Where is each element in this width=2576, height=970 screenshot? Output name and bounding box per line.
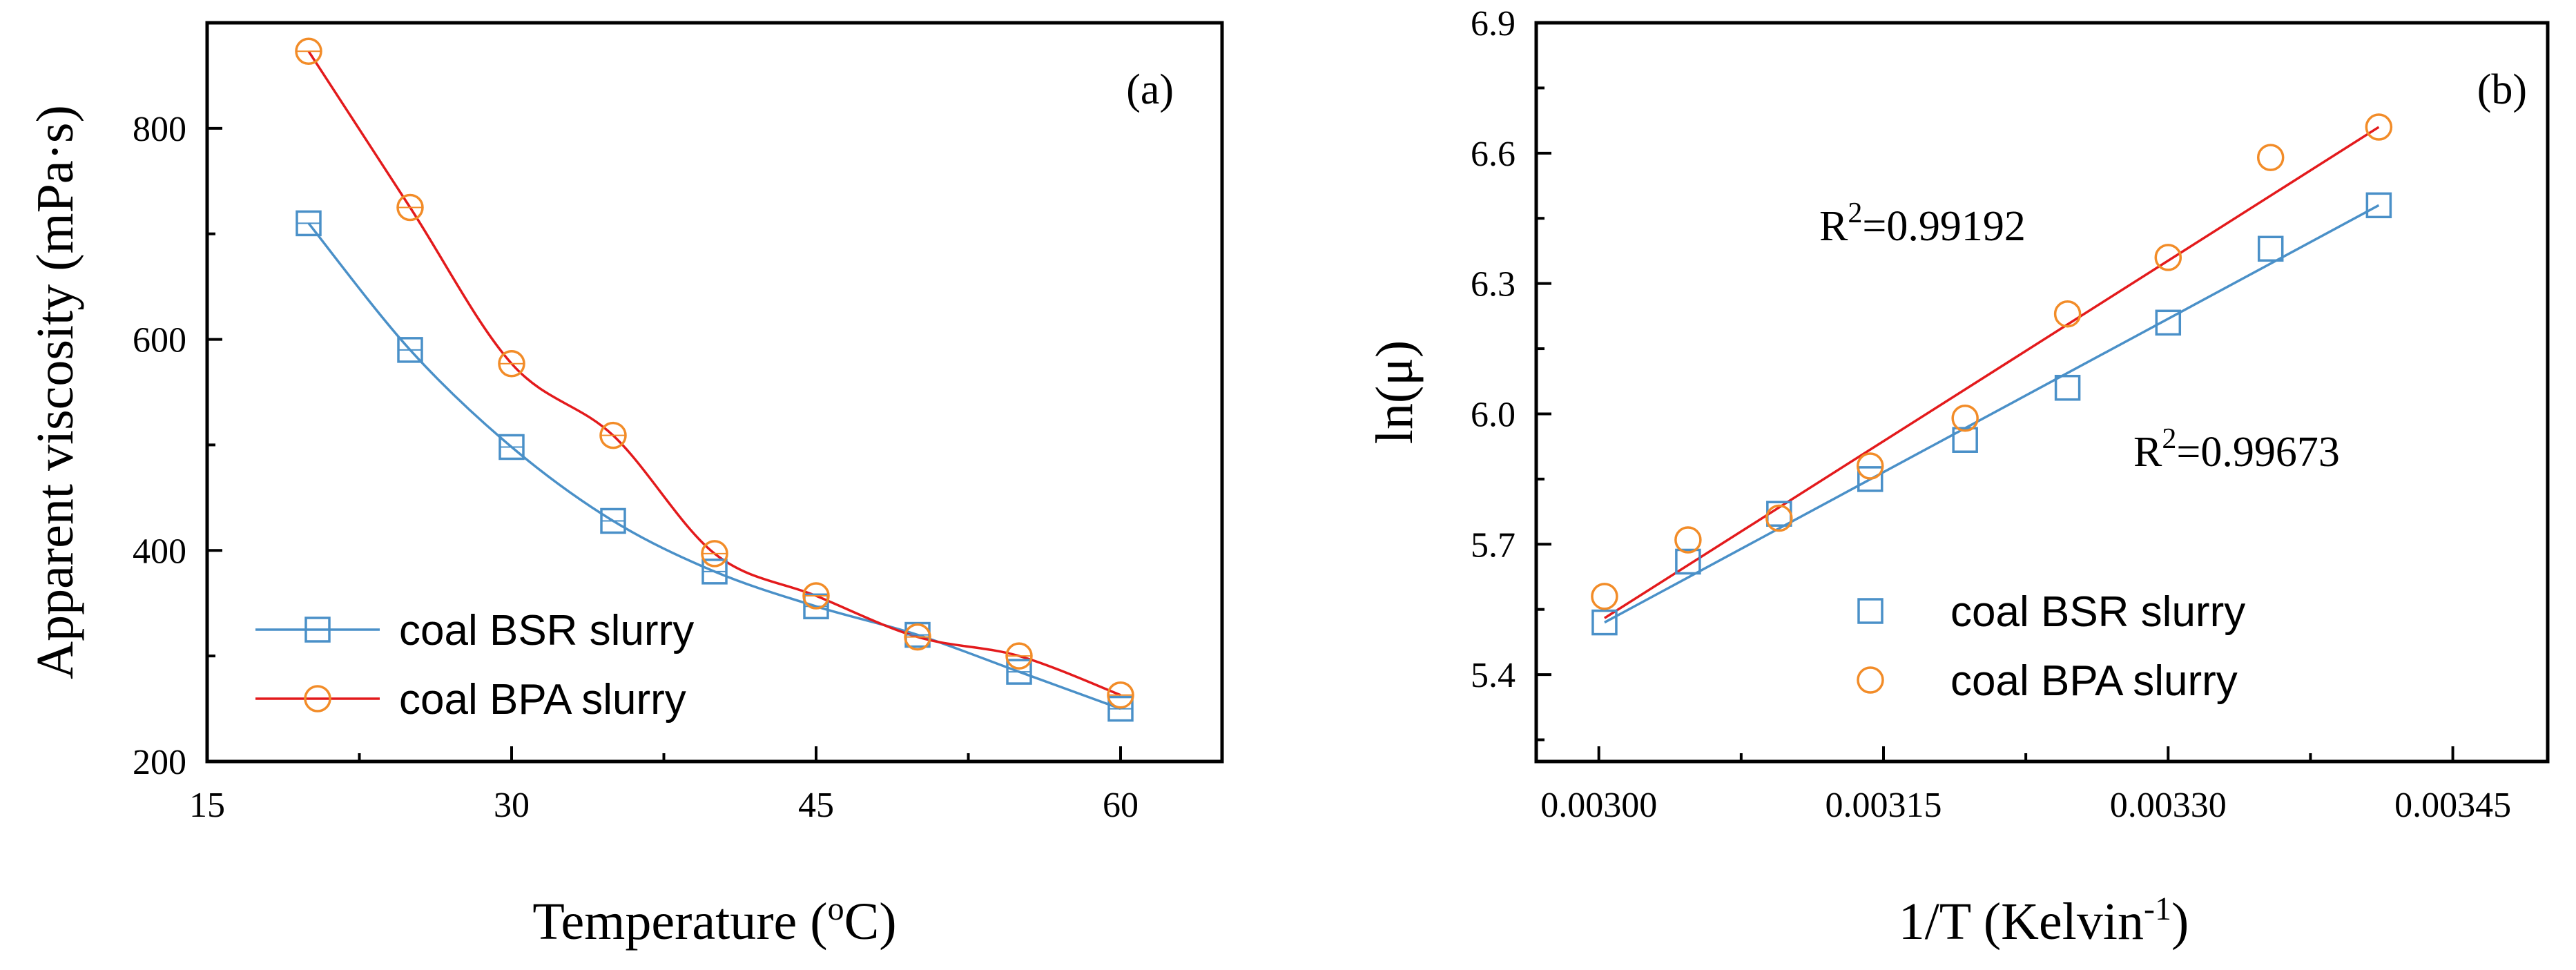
r2-bsr-value: =0.99673 bbox=[2176, 429, 2339, 476]
data-point-a-0 bbox=[1006, 659, 1032, 685]
panel-a-curves bbox=[307, 50, 1121, 710]
panel-a-ylabel: Apparent viscosity (mPa·s) bbox=[26, 105, 84, 679]
x-tick-label-a: 15 bbox=[189, 786, 225, 825]
data-point-a-1 bbox=[802, 582, 830, 610]
panel-b-fit-lines bbox=[1604, 126, 2380, 624]
panel-a-markers bbox=[295, 37, 1134, 722]
data-point-a-1 bbox=[498, 349, 525, 378]
data-point-b-1 bbox=[1765, 504, 1793, 532]
r2-bpa-value: =0.99192 bbox=[1862, 203, 2025, 250]
data-point-b-1 bbox=[2053, 300, 2082, 328]
y-tick-label-a: 400 bbox=[133, 532, 186, 571]
panel-b-xlabel: 1/T (Kelvin-1) bbox=[1899, 891, 2189, 951]
panel-a-ticks: 15 30 45 60 200 400 600 800 bbox=[133, 110, 1139, 825]
panel-a: 15 30 45 60 200 400 600 800 (a) Apparent viscos… bbox=[26, 21, 1224, 951]
data-point-b-1 bbox=[1591, 583, 1618, 610]
data-point-b-1 bbox=[2256, 144, 2285, 171]
legend-b-bpa-label: coal BPA slurry bbox=[1950, 657, 2238, 705]
y-tick-label-b: 6.6 bbox=[1471, 135, 1515, 174]
data-point-b-1 bbox=[1951, 405, 1979, 432]
panel-b-ticks: 0.00300 0.00315 0.00330 0.00345 5.4 5.7 6.0 6.3… bbox=[1471, 4, 2511, 825]
x-tick-label-b: 0.00315 bbox=[1825, 786, 1941, 825]
panel-a-label: (a) bbox=[1126, 66, 1174, 113]
y-tick-label-b: 5.7 bbox=[1471, 525, 1515, 565]
panel-b-xlabel-tail: ) bbox=[2171, 893, 2189, 951]
panel-a-xlabel-main: Temperature ( bbox=[532, 893, 827, 951]
panel-a-xlabel-sup: o bbox=[828, 891, 844, 927]
data-point-a-1 bbox=[599, 421, 627, 449]
fit-line-b-0 bbox=[1604, 204, 2380, 624]
data-point-b-0 bbox=[2155, 309, 2182, 336]
data-point-b-0 bbox=[1857, 466, 1883, 492]
data-point-b-0 bbox=[2365, 192, 2392, 219]
data-point-a-1 bbox=[701, 540, 728, 568]
legend-b-bsr-marker bbox=[1857, 598, 1883, 624]
y-tick-label-b: 6.3 bbox=[1471, 265, 1515, 304]
x-tick-label-b: 0.00330 bbox=[2110, 786, 2227, 825]
legend-a-bpa-label: coal BPA slurry bbox=[399, 676, 686, 724]
x-tick-label-b: 0.00345 bbox=[2394, 786, 2511, 825]
data-point-a-1 bbox=[1005, 642, 1033, 670]
data-point-b-0 bbox=[2257, 235, 2284, 262]
panel-b-legend: coal BSR slurry coal BPA slurry bbox=[1857, 588, 2245, 705]
panel-b-xlabel-main: 1/T (Kelvin bbox=[1899, 893, 2144, 951]
data-point-a-1 bbox=[295, 37, 322, 66]
x-tick-label-b: 0.00300 bbox=[1540, 786, 1657, 825]
r2-bsr-annotation: R2=0.99673 bbox=[2133, 423, 2340, 476]
r2-bpa-annotation: R2=0.99192 bbox=[1819, 197, 2026, 250]
y-tick-label-a: 800 bbox=[133, 110, 186, 149]
panel-b: 0.00300 0.00315 0.00330 0.00345 5.4 5.7 6.0 6.3… bbox=[1366, 4, 2550, 951]
legend-b-bpa-marker bbox=[1857, 666, 1884, 694]
r2-bpa-sup: 2 bbox=[1848, 197, 1862, 229]
y-tick-label-a: 200 bbox=[133, 743, 186, 782]
data-point-b-1 bbox=[2154, 244, 2182, 271]
data-point-b-1 bbox=[1674, 526, 1702, 554]
legend-a-bpa-marker bbox=[304, 685, 331, 712]
data-point-b-0 bbox=[2054, 374, 2081, 401]
r2-bsr-sup: 2 bbox=[2162, 423, 2176, 455]
legend-a-bsr-marker bbox=[304, 617, 331, 643]
y-tick-label-b: 5.4 bbox=[1471, 656, 1515, 695]
x-tick-label-a: 45 bbox=[798, 786, 834, 825]
data-point-b-0 bbox=[1591, 609, 1618, 636]
y-tick-label-a: 600 bbox=[133, 321, 186, 360]
legend-a-bsr-label: coal BSR slurry bbox=[399, 607, 694, 654]
data-point-a-0 bbox=[498, 434, 525, 460]
y-tick-label-b: 6.0 bbox=[1471, 395, 1515, 434]
x-tick-label-a: 30 bbox=[494, 786, 530, 825]
r2-bpa-prefix: R bbox=[1819, 203, 1848, 250]
data-point-a-0 bbox=[397, 337, 423, 363]
data-point-a-1 bbox=[1107, 681, 1134, 709]
legend-b-bsr-label: coal BSR slurry bbox=[1950, 588, 2245, 636]
x-tick-label-a: 60 bbox=[1103, 786, 1139, 825]
y-tick-label-b: 6.9 bbox=[1471, 4, 1515, 43]
data-point-a-0 bbox=[296, 210, 322, 237]
panel-b-frame bbox=[1534, 21, 2550, 764]
data-point-a-0 bbox=[701, 559, 728, 585]
data-point-b-0 bbox=[1952, 427, 1978, 453]
panel-b-markers bbox=[1591, 113, 2393, 636]
panel-b-label: (b) bbox=[2477, 66, 2527, 113]
data-point-b-0 bbox=[1675, 548, 1701, 575]
data-point-a-0 bbox=[600, 507, 626, 534]
data-point-a-0 bbox=[1107, 695, 1134, 722]
data-point-a-0 bbox=[803, 593, 829, 620]
series-line-a-1 bbox=[307, 50, 1121, 697]
panel-a-frame bbox=[205, 21, 1224, 764]
data-point-a-1 bbox=[396, 193, 424, 222]
panel-a-xlabel: Temperature (oC) bbox=[532, 891, 896, 951]
panel-a-xlabel-tail: C) bbox=[844, 893, 897, 951]
data-point-b-1 bbox=[2365, 113, 2393, 141]
series-line-a-0 bbox=[307, 222, 1121, 710]
data-point-b-1 bbox=[1857, 452, 1884, 480]
panel-a-legend: coal BSR slurry coal BPA slurry bbox=[255, 607, 694, 724]
panel-b-xlabel-sup: -1 bbox=[2144, 891, 2171, 927]
r2-bsr-prefix: R bbox=[2133, 429, 2162, 476]
fit-line-b-1 bbox=[1604, 126, 2380, 619]
panel-b-ylabel: ln(μ) bbox=[1366, 340, 1424, 444]
data-point-a-1 bbox=[904, 623, 931, 651]
